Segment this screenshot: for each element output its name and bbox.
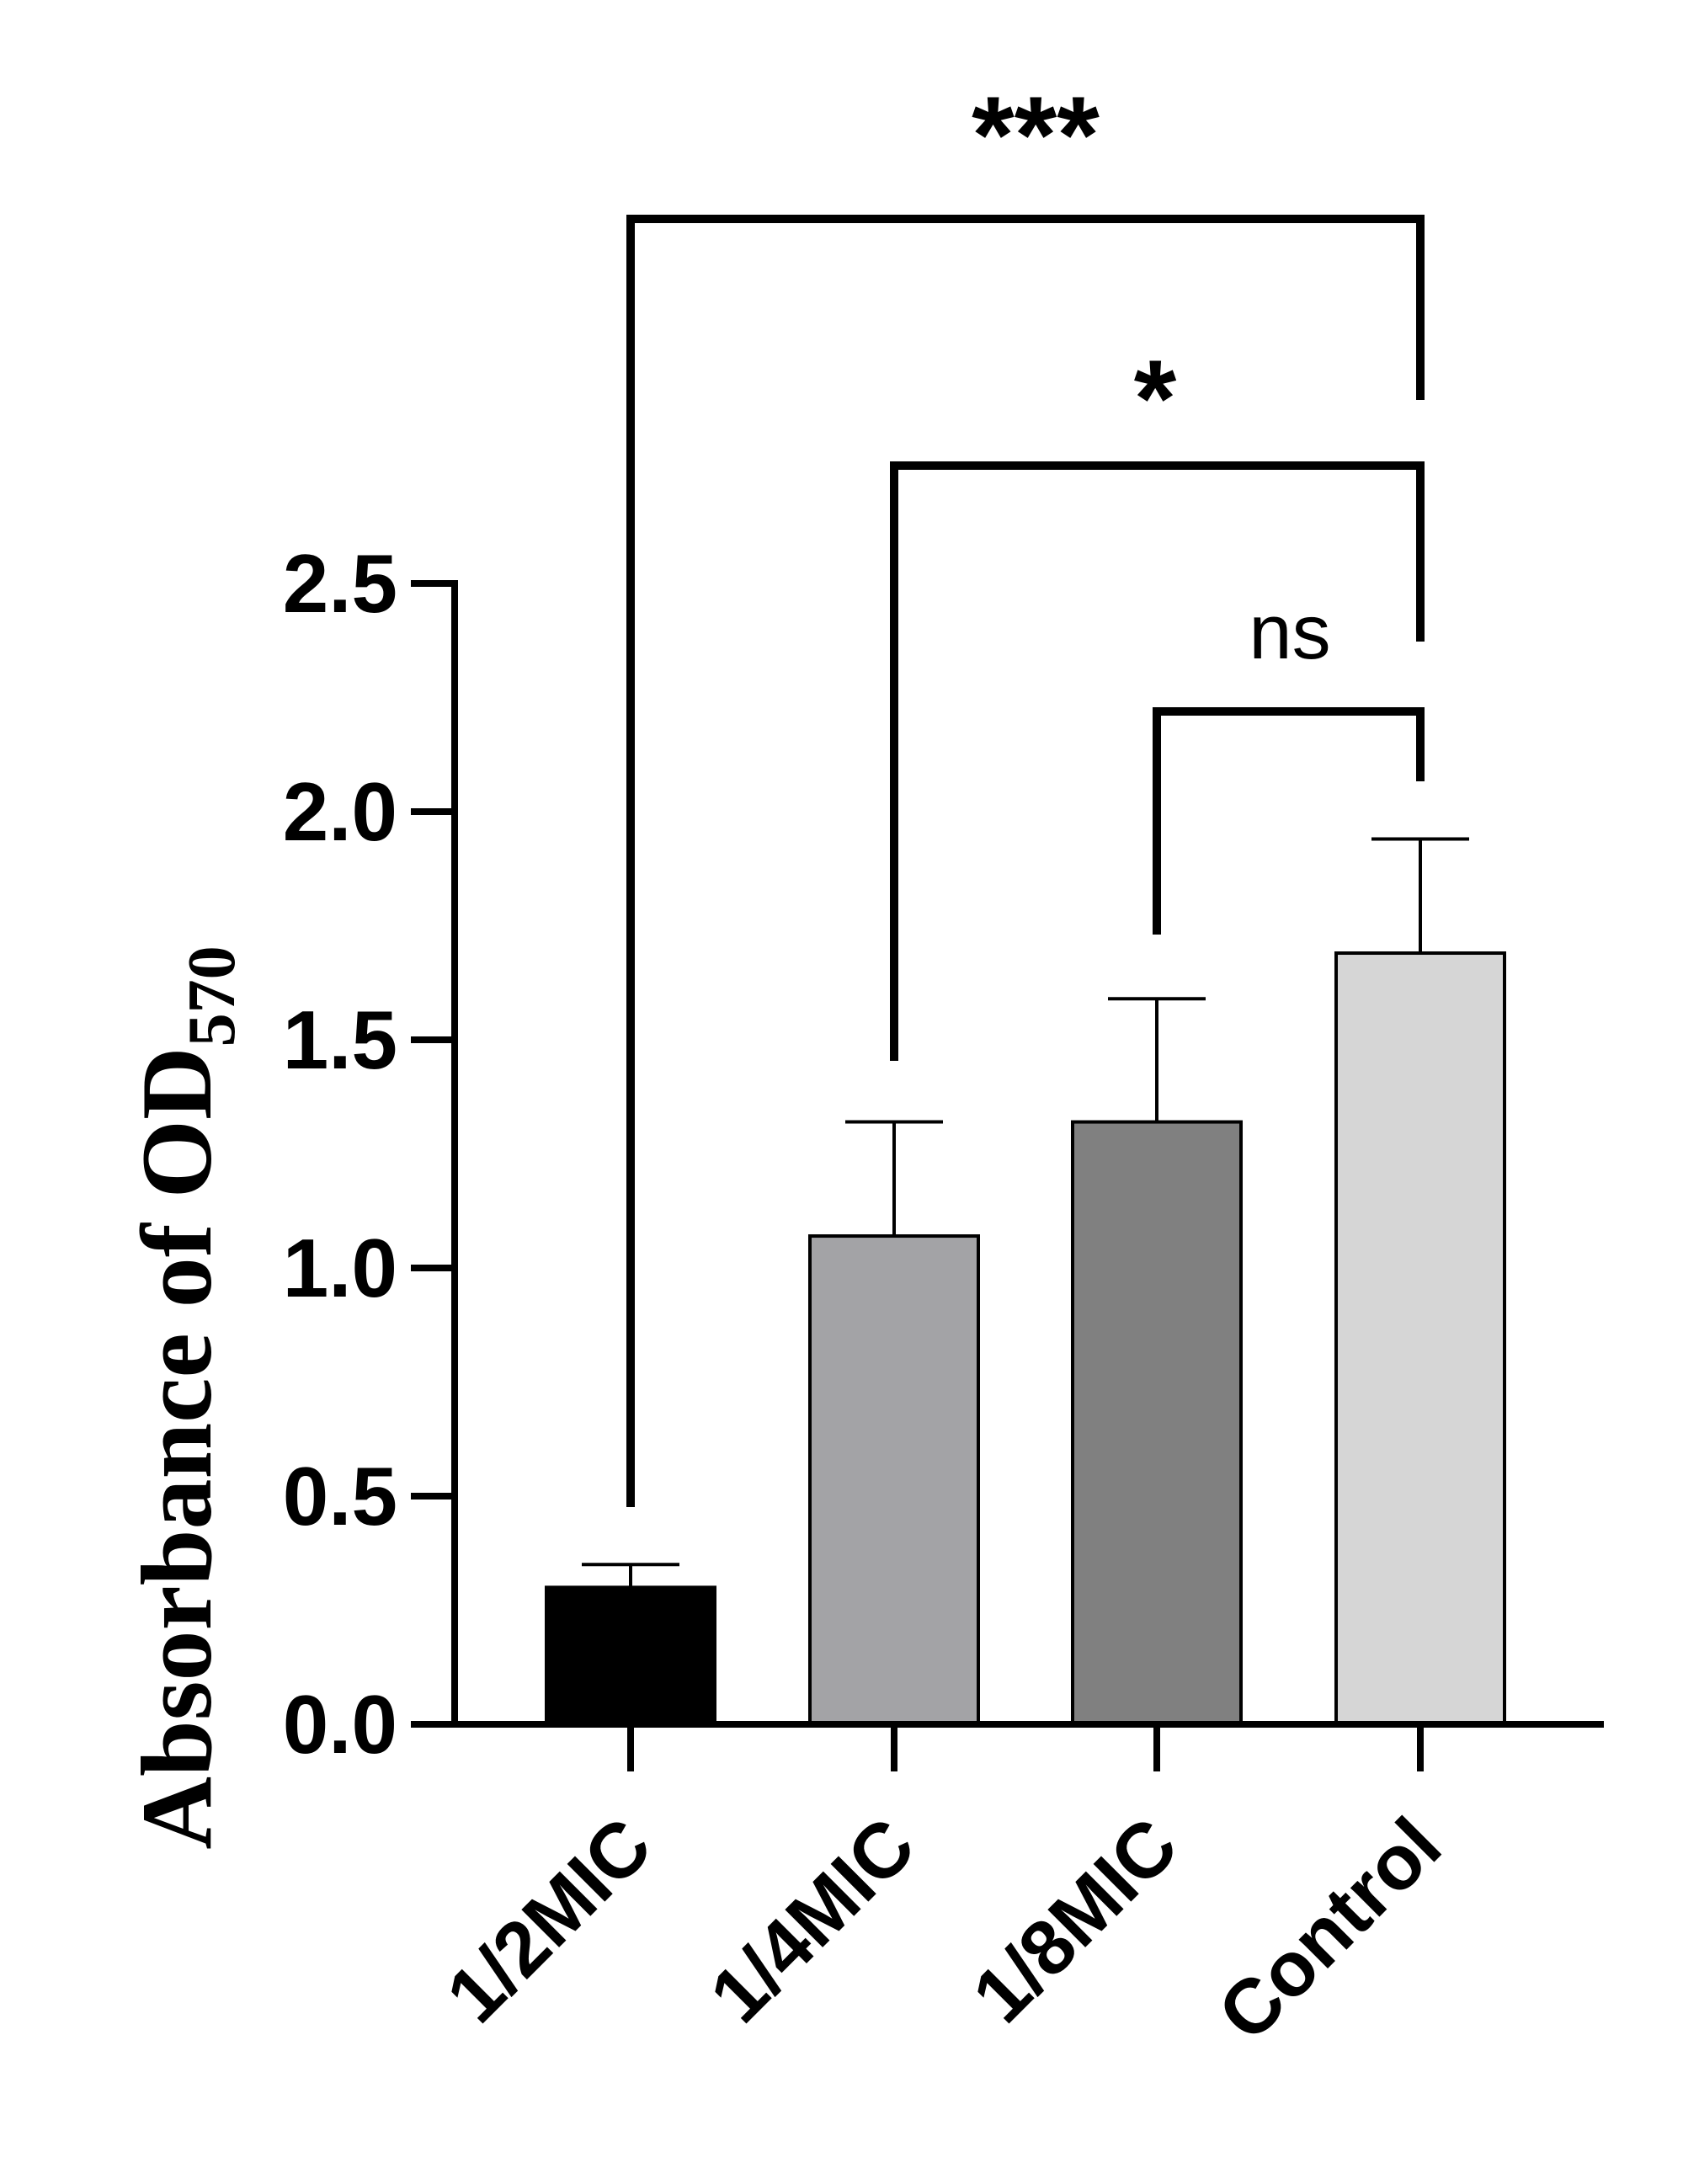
significance-label-1: * bbox=[1134, 337, 1177, 460]
x-tick-label-3: Control bbox=[1202, 1802, 1457, 2057]
bar-2 bbox=[1071, 1120, 1243, 1727]
bar-0 bbox=[545, 1585, 716, 1727]
y-tick-label-1: 0.5 bbox=[283, 1450, 397, 1542]
y-axis-label-subscript: 570 bbox=[175, 946, 249, 1047]
y-tick-label-2: 1.0 bbox=[283, 1222, 397, 1314]
svg-text:Absorbance of OD570: Absorbance of OD570 bbox=[120, 946, 249, 1849]
significance-bracket-1 bbox=[890, 461, 1425, 1061]
significance-bracket-0 bbox=[626, 215, 1425, 1507]
significance-label-0: *** bbox=[972, 73, 1100, 196]
significance-layer: ****ns bbox=[626, 73, 1425, 1507]
y-axis-label: Absorbance of OD570 bbox=[120, 946, 249, 1849]
bars-layer bbox=[545, 951, 1506, 1727]
significance-bracket-2 bbox=[1153, 707, 1425, 935]
x-tick-label-1: 1/4MIC bbox=[694, 1802, 931, 2039]
x-tick-label-0: 1/2MIC bbox=[430, 1802, 668, 2039]
y-tick-label-0: 0.0 bbox=[283, 1678, 397, 1771]
x-tick-label-2: 1/8MIC bbox=[956, 1802, 1194, 2039]
y-tick-label-5: 2.5 bbox=[283, 537, 397, 630]
bar-1 bbox=[808, 1234, 980, 1727]
y-tick-label-4: 2.0 bbox=[283, 765, 397, 858]
axes-layer bbox=[411, 580, 1604, 1771]
significance-label-2: ns bbox=[1249, 589, 1330, 675]
y-axis-label-text: Absorbance of OD bbox=[120, 1047, 232, 1849]
bar-3 bbox=[1334, 951, 1506, 1726]
error-bars-layer bbox=[582, 837, 1469, 1588]
y-tick-label-3: 1.5 bbox=[283, 993, 397, 1086]
